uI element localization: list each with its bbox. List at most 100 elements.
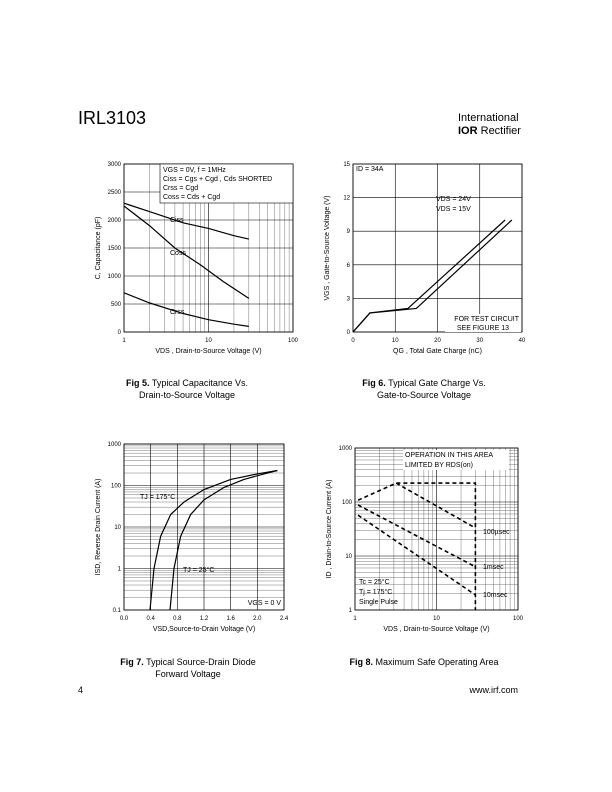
x-axis-label: QG , Total Gate Charge (nC) [393, 348, 482, 355]
y-tick-label: 15 [343, 162, 350, 168]
annotation: VGS = 0V, f = 1MHz [163, 167, 226, 174]
y-tick-label: 500 [111, 302, 122, 308]
series-label: Ciss [170, 217, 184, 224]
series-label: 10msec [483, 592, 508, 599]
y-tick-label: 9 [347, 229, 351, 235]
annotation: FOR TEST CIRCUIT [454, 316, 519, 323]
series-line [357, 482, 477, 610]
logo-bottom: IOR Rectifier [458, 125, 521, 137]
y-tick-label: 1000 [339, 446, 353, 452]
caption-line: Forward Voltage [155, 669, 221, 679]
series-line [123, 292, 249, 327]
x-tick-label: 10 [392, 338, 399, 344]
footer-url: www.irf.com [468, 685, 518, 695]
caption-line: Typical Source-Drain Diode [146, 657, 256, 667]
caption-line: Maximum Safe Operating Area [375, 657, 498, 667]
x-tick-label: 20 [434, 338, 441, 344]
series-line [123, 202, 249, 240]
y-tick-label: 1 [118, 567, 122, 573]
y-tick-label: 0 [347, 330, 351, 336]
series-line [149, 469, 278, 611]
y-tick-label: 3 [347, 296, 351, 302]
caption-line: Typical Gate Charge Vs. [388, 378, 486, 388]
annotation: Coss = Cds + Cgd [163, 194, 220, 201]
page-title: IRL3103 [78, 108, 146, 128]
annotation: LIMITED BY RDS(on) [405, 462, 473, 469]
series-label: VDS = 24V [436, 196, 471, 203]
annotation: Tj = 175°C [359, 588, 392, 596]
y-axis-label: ID , Drain-to-Source Current (A) [326, 480, 333, 579]
plot-frame [123, 443, 285, 611]
note-box [403, 450, 509, 470]
y-tick-label: 6 [347, 263, 351, 269]
annotation: ID = 34A [356, 166, 384, 173]
x-tick-label: 1.6 [226, 616, 235, 622]
x-tick-label: 30 [476, 338, 483, 344]
x-tick-label: 0.4 [146, 616, 155, 622]
x-tick-label: 1.2 [200, 616, 209, 622]
x-axis-label: VDS , Drain-to-Source Voltage (V) [155, 348, 261, 355]
series-line [352, 219, 506, 333]
x-tick-label: 2.0 [253, 616, 262, 622]
caption: Fig 7. Typical Source-Drain Diode [120, 657, 255, 667]
plot-frame [354, 447, 519, 611]
annotation: Ciss = Cgs + Cgd , Cds SHORTED [163, 176, 272, 183]
page-number: 4 [78, 685, 83, 695]
caption: Fig 5. Typical Capacitance Vs. [126, 378, 248, 388]
annotation: Tc = 25°C [359, 578, 390, 586]
series-label: TJ = 25°C [183, 566, 214, 574]
series-label: Coss [170, 250, 186, 257]
logo-rectifier: Rectifier [481, 125, 522, 137]
annotation: SEE FIGURE 13 [457, 325, 509, 332]
x-tick-label: 100 [513, 616, 524, 622]
y-tick-label: 2500 [108, 190, 122, 196]
legend-box [159, 163, 294, 204]
series-label: Crss [170, 309, 185, 316]
series-line [169, 469, 278, 611]
y-axis-label: C, Capacitance (pF) [95, 217, 102, 280]
x-tick-label: 0.0 [120, 616, 129, 622]
series-line [357, 504, 476, 568]
y-tick-label: 0.1 [113, 608, 122, 614]
series-label: VDS = 15V [436, 206, 471, 213]
x-tick-label: 100 [288, 338, 299, 344]
y-axis-label: VGS , Gate-to-Source Voltage (V) [324, 195, 331, 300]
series-label: 100µsec [483, 529, 510, 536]
x-tick-label: 1 [353, 616, 357, 622]
caption: Fig 8. Maximum Safe Operating Area [349, 657, 498, 667]
y-tick-label: 2000 [108, 218, 122, 224]
y-tick-label: 100 [342, 500, 353, 506]
caption-line: Typical Capacitance Vs. [152, 378, 248, 388]
x-tick-label: 10 [205, 338, 212, 344]
y-tick-label: 100 [111, 484, 122, 490]
x-tick-label: 0 [351, 338, 355, 344]
note-box [445, 314, 521, 332]
caption-label: Fig 7. [120, 657, 144, 667]
x-tick-label: 40 [519, 338, 526, 344]
annotation: OPERATION IN THIS AREA [405, 452, 493, 459]
series-line [357, 514, 476, 596]
y-tick-label: 1500 [108, 246, 122, 252]
caption-line: Drain-to-Source Voltage [139, 390, 235, 400]
caption: Fig 6. Typical Gate Charge Vs. [362, 378, 485, 388]
x-tick-label: 1 [122, 338, 126, 344]
x-tick-label: 0.8 [173, 616, 182, 622]
y-tick-label: 12 [343, 196, 350, 202]
series-label: 1msec [483, 564, 504, 571]
series-line [395, 482, 476, 529]
annotation: VGS = 0 V [248, 600, 282, 607]
caption-label: Fig 5. [126, 378, 150, 388]
series-line [123, 205, 250, 299]
y-tick-label: 10 [114, 525, 121, 531]
caption-line: Gate-to-Source Voltage [377, 390, 471, 400]
annotation: Single Pulse [359, 599, 398, 606]
y-tick-label: 0 [118, 330, 122, 336]
y-tick-label: 10 [345, 554, 352, 560]
y-tick-label: 3000 [108, 162, 122, 168]
y-tick-label: 1000 [108, 442, 122, 448]
caption-label: Fig 8. [349, 657, 373, 667]
annotation: Crss = Cgd [163, 185, 198, 192]
x-tick-label: 10 [433, 616, 440, 622]
series-label: TJ = 175°C [140, 493, 175, 501]
